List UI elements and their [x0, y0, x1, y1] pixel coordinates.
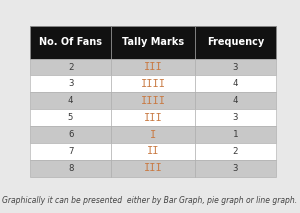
- Text: IIII: IIII: [140, 96, 166, 106]
- Text: 3: 3: [233, 164, 238, 173]
- Bar: [111, 126, 195, 143]
- Text: Frequency: Frequency: [207, 37, 264, 47]
- Text: 3: 3: [233, 63, 238, 72]
- Bar: [195, 59, 276, 75]
- Text: II: II: [147, 147, 159, 157]
- Text: 4: 4: [233, 79, 238, 88]
- Bar: [111, 109, 195, 126]
- Bar: [195, 109, 276, 126]
- Bar: [30, 75, 111, 92]
- Text: III: III: [144, 62, 162, 72]
- Bar: [195, 160, 276, 177]
- Text: III: III: [144, 113, 162, 123]
- Bar: [30, 160, 111, 177]
- Bar: [195, 75, 276, 92]
- Text: 3: 3: [233, 113, 238, 122]
- Text: Tally Marks: Tally Marks: [122, 37, 184, 47]
- Bar: [111, 59, 195, 75]
- Bar: [195, 26, 276, 59]
- Text: Graphically it can be presented  either by Bar Graph, pie graph or line graph.: Graphically it can be presented either b…: [2, 196, 298, 205]
- Text: 6: 6: [68, 130, 73, 139]
- Text: III: III: [144, 163, 162, 173]
- Bar: [30, 59, 111, 75]
- Bar: [30, 26, 111, 59]
- Bar: [30, 92, 111, 109]
- Text: No. Of Fans: No. Of Fans: [39, 37, 102, 47]
- Bar: [111, 160, 195, 177]
- Bar: [30, 126, 111, 143]
- Bar: [111, 75, 195, 92]
- Text: 1: 1: [233, 130, 238, 139]
- Bar: [195, 92, 276, 109]
- Text: 8: 8: [68, 164, 73, 173]
- Bar: [30, 143, 111, 160]
- Text: IIII: IIII: [140, 79, 166, 89]
- Text: 4: 4: [68, 96, 73, 105]
- Text: 2: 2: [68, 63, 73, 72]
- Text: 4: 4: [233, 96, 238, 105]
- Bar: [195, 143, 276, 160]
- Bar: [195, 126, 276, 143]
- Bar: [111, 143, 195, 160]
- Text: 3: 3: [68, 79, 73, 88]
- Text: 2: 2: [233, 147, 238, 156]
- Text: 5: 5: [68, 113, 73, 122]
- Text: 7: 7: [68, 147, 73, 156]
- Bar: [111, 92, 195, 109]
- Bar: [111, 26, 195, 59]
- Text: I: I: [150, 130, 156, 140]
- Bar: [30, 109, 111, 126]
